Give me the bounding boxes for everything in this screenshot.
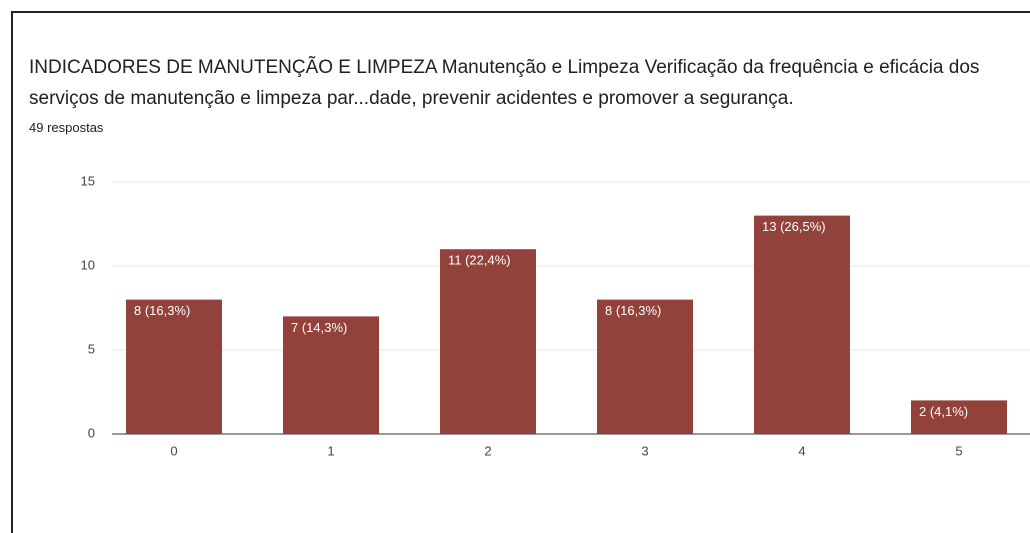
y-tick-label: 10 — [81, 257, 95, 272]
data-label: 8 (16,3%) — [134, 303, 190, 318]
data-label: 2 (4,1%) — [919, 404, 968, 419]
data-label: 11 (22,4%) — [448, 253, 511, 268]
bar — [283, 316, 379, 434]
card-frame — [11, 11, 1030, 533]
bar — [440, 249, 536, 434]
x-tick-label: 1 — [327, 443, 334, 458]
bar — [911, 400, 1007, 434]
bar — [126, 299, 222, 434]
x-tick-label: 4 — [798, 443, 805, 458]
y-tick-label: 15 — [81, 173, 95, 188]
x-tick-label: 2 — [484, 443, 491, 458]
y-tick-label: 5 — [88, 341, 95, 356]
response-count: 49 respostas — [29, 120, 104, 135]
data-label: 8 (16,3%) — [605, 303, 661, 318]
x-tick-label: 0 — [170, 443, 177, 458]
y-tick-label: 0 — [88, 425, 95, 440]
bar — [597, 299, 693, 434]
bar — [754, 215, 850, 434]
x-tick-label: 3 — [641, 443, 648, 458]
data-label: 7 (14,3%) — [291, 320, 347, 335]
x-tick-label: 5 — [955, 443, 962, 458]
data-label: 13 (26,5%) — [762, 219, 826, 234]
chart-title: INDICADORES DE MANUTENÇÃO E LIMPEZA Manu… — [29, 57, 980, 109]
